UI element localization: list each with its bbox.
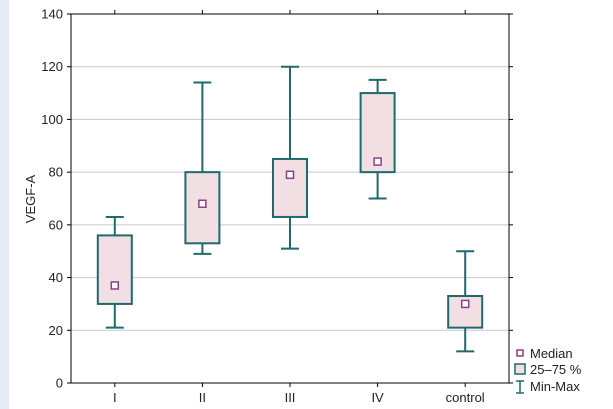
legend-box-marker	[514, 363, 526, 375]
median-marker	[460, 299, 470, 309]
legend-whisker-marker	[516, 380, 524, 394]
y-tick-label: 80	[49, 165, 63, 180]
legend-box-label: 25–75 %	[530, 362, 582, 377]
box-group-iii	[272, 65, 308, 250]
y-tick-label: 20	[49, 323, 63, 338]
iqr-box	[96, 234, 133, 305]
box-group-iv	[359, 78, 396, 200]
median-marker	[373, 157, 382, 166]
iqr-box	[272, 157, 308, 218]
y-tick-label: 120	[41, 59, 63, 74]
y-tick-label: 40	[49, 270, 63, 285]
x-tick-label: II	[199, 390, 206, 405]
x-tick-label: III	[285, 390, 296, 405]
median-marker	[198, 199, 207, 209]
y-axis-label: VEGF-A	[23, 174, 38, 223]
median-marker	[110, 281, 120, 290]
legend-whisker-label: Min-Max	[530, 379, 580, 394]
x-tick-label: I	[113, 390, 117, 405]
median-marker	[285, 170, 295, 180]
x-tick-label: control	[446, 390, 485, 405]
box-group-i	[96, 215, 133, 329]
legend-median-marker	[516, 349, 524, 357]
y-tick-label: 60	[49, 217, 63, 232]
legend-median-label: Median	[530, 346, 573, 361]
x-tick-label: IV	[371, 390, 384, 405]
y-tick-label: 140	[41, 7, 63, 22]
box-group-control	[447, 250, 484, 353]
y-tick-label: 100	[41, 112, 63, 127]
side-strip	[0, 0, 9, 409]
y-tick-label: 0	[56, 376, 63, 391]
box-group-ii	[184, 81, 221, 255]
